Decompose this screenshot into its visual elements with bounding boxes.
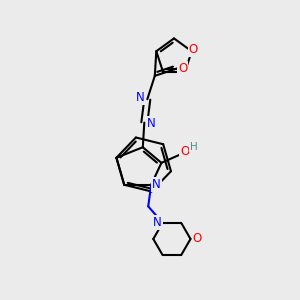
Text: O: O: [178, 62, 187, 75]
Text: O: O: [180, 145, 189, 158]
Text: N: N: [152, 178, 161, 191]
Text: H: H: [190, 142, 197, 152]
Text: N: N: [153, 216, 162, 230]
Text: N: N: [136, 91, 145, 104]
Text: N: N: [146, 117, 155, 130]
Text: O: O: [193, 232, 202, 245]
Text: O: O: [189, 43, 198, 56]
